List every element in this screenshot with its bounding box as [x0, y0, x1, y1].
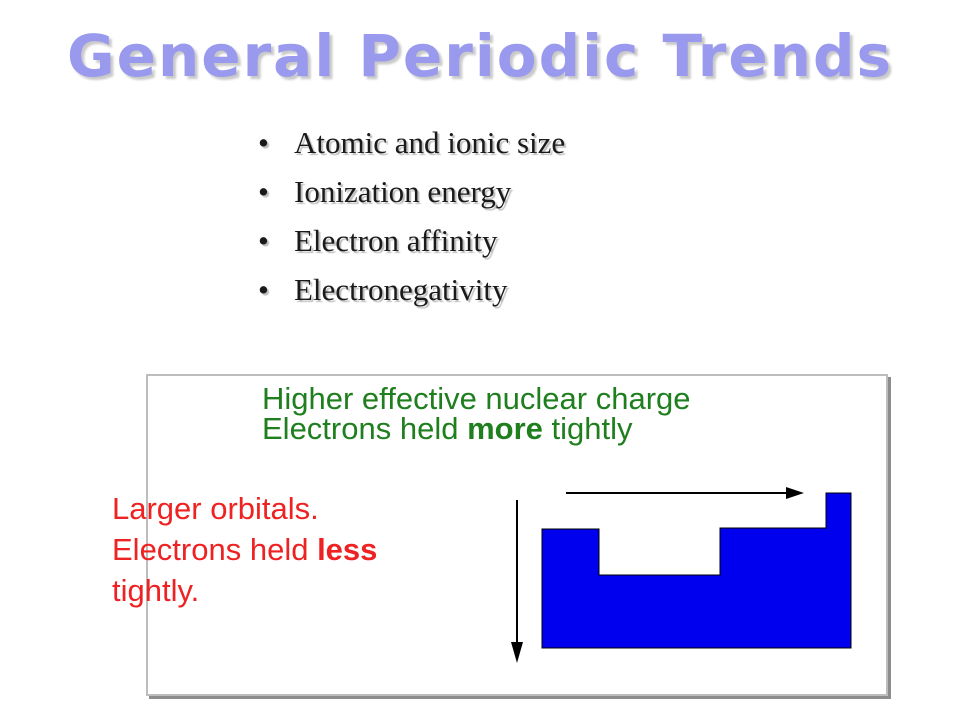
bullet-icon: • [258, 223, 269, 258]
green-note-line-1: Higher effective nuclear charge [262, 381, 691, 416]
topic-item: • Atomic and ionic size [258, 118, 565, 167]
red-note-line-3: tightly. [112, 573, 200, 608]
green-note-line-2: Electrons held more tightly [262, 411, 691, 446]
arrow-down-icon [511, 500, 523, 663]
effective-charge-note: Higher effective nuclear charge Electron… [262, 381, 691, 446]
trend-step-block [541, 492, 852, 649]
bullet-icon: • [258, 125, 269, 160]
periodic-trend-diagram [511, 487, 852, 663]
topic-label: Ionization energy [294, 174, 512, 209]
red-note-emphasis: less [317, 532, 378, 567]
topic-label: Electron affinity [294, 223, 498, 258]
topic-item: • Ionization energy [258, 167, 565, 216]
slide-title: General Periodic Trends [67, 22, 893, 90]
green-note-text-end: tightly [542, 411, 633, 446]
red-note-text: Electrons held [112, 532, 318, 567]
topic-label: Atomic and ionic size [294, 125, 566, 160]
arrow-right-icon [566, 487, 804, 499]
orbital-size-note: Larger orbitals. Electrons held less tig… [112, 488, 377, 611]
green-note-emphasis: more [467, 411, 543, 446]
bullet-icon: • [258, 174, 269, 209]
topic-item: • Electron affinity [258, 216, 565, 265]
red-note-line-2: Electrons held less [112, 529, 377, 570]
bullet-icon: • [258, 272, 269, 307]
topic-list: • Atomic and ionic size • Ionization energ… [258, 118, 565, 314]
topic-label: Electronegativity [294, 272, 508, 307]
green-note-text: Electrons held [262, 411, 468, 446]
red-note-line-1: Larger orbitals. [112, 491, 319, 526]
topic-item: • Electronegativity [258, 265, 565, 314]
